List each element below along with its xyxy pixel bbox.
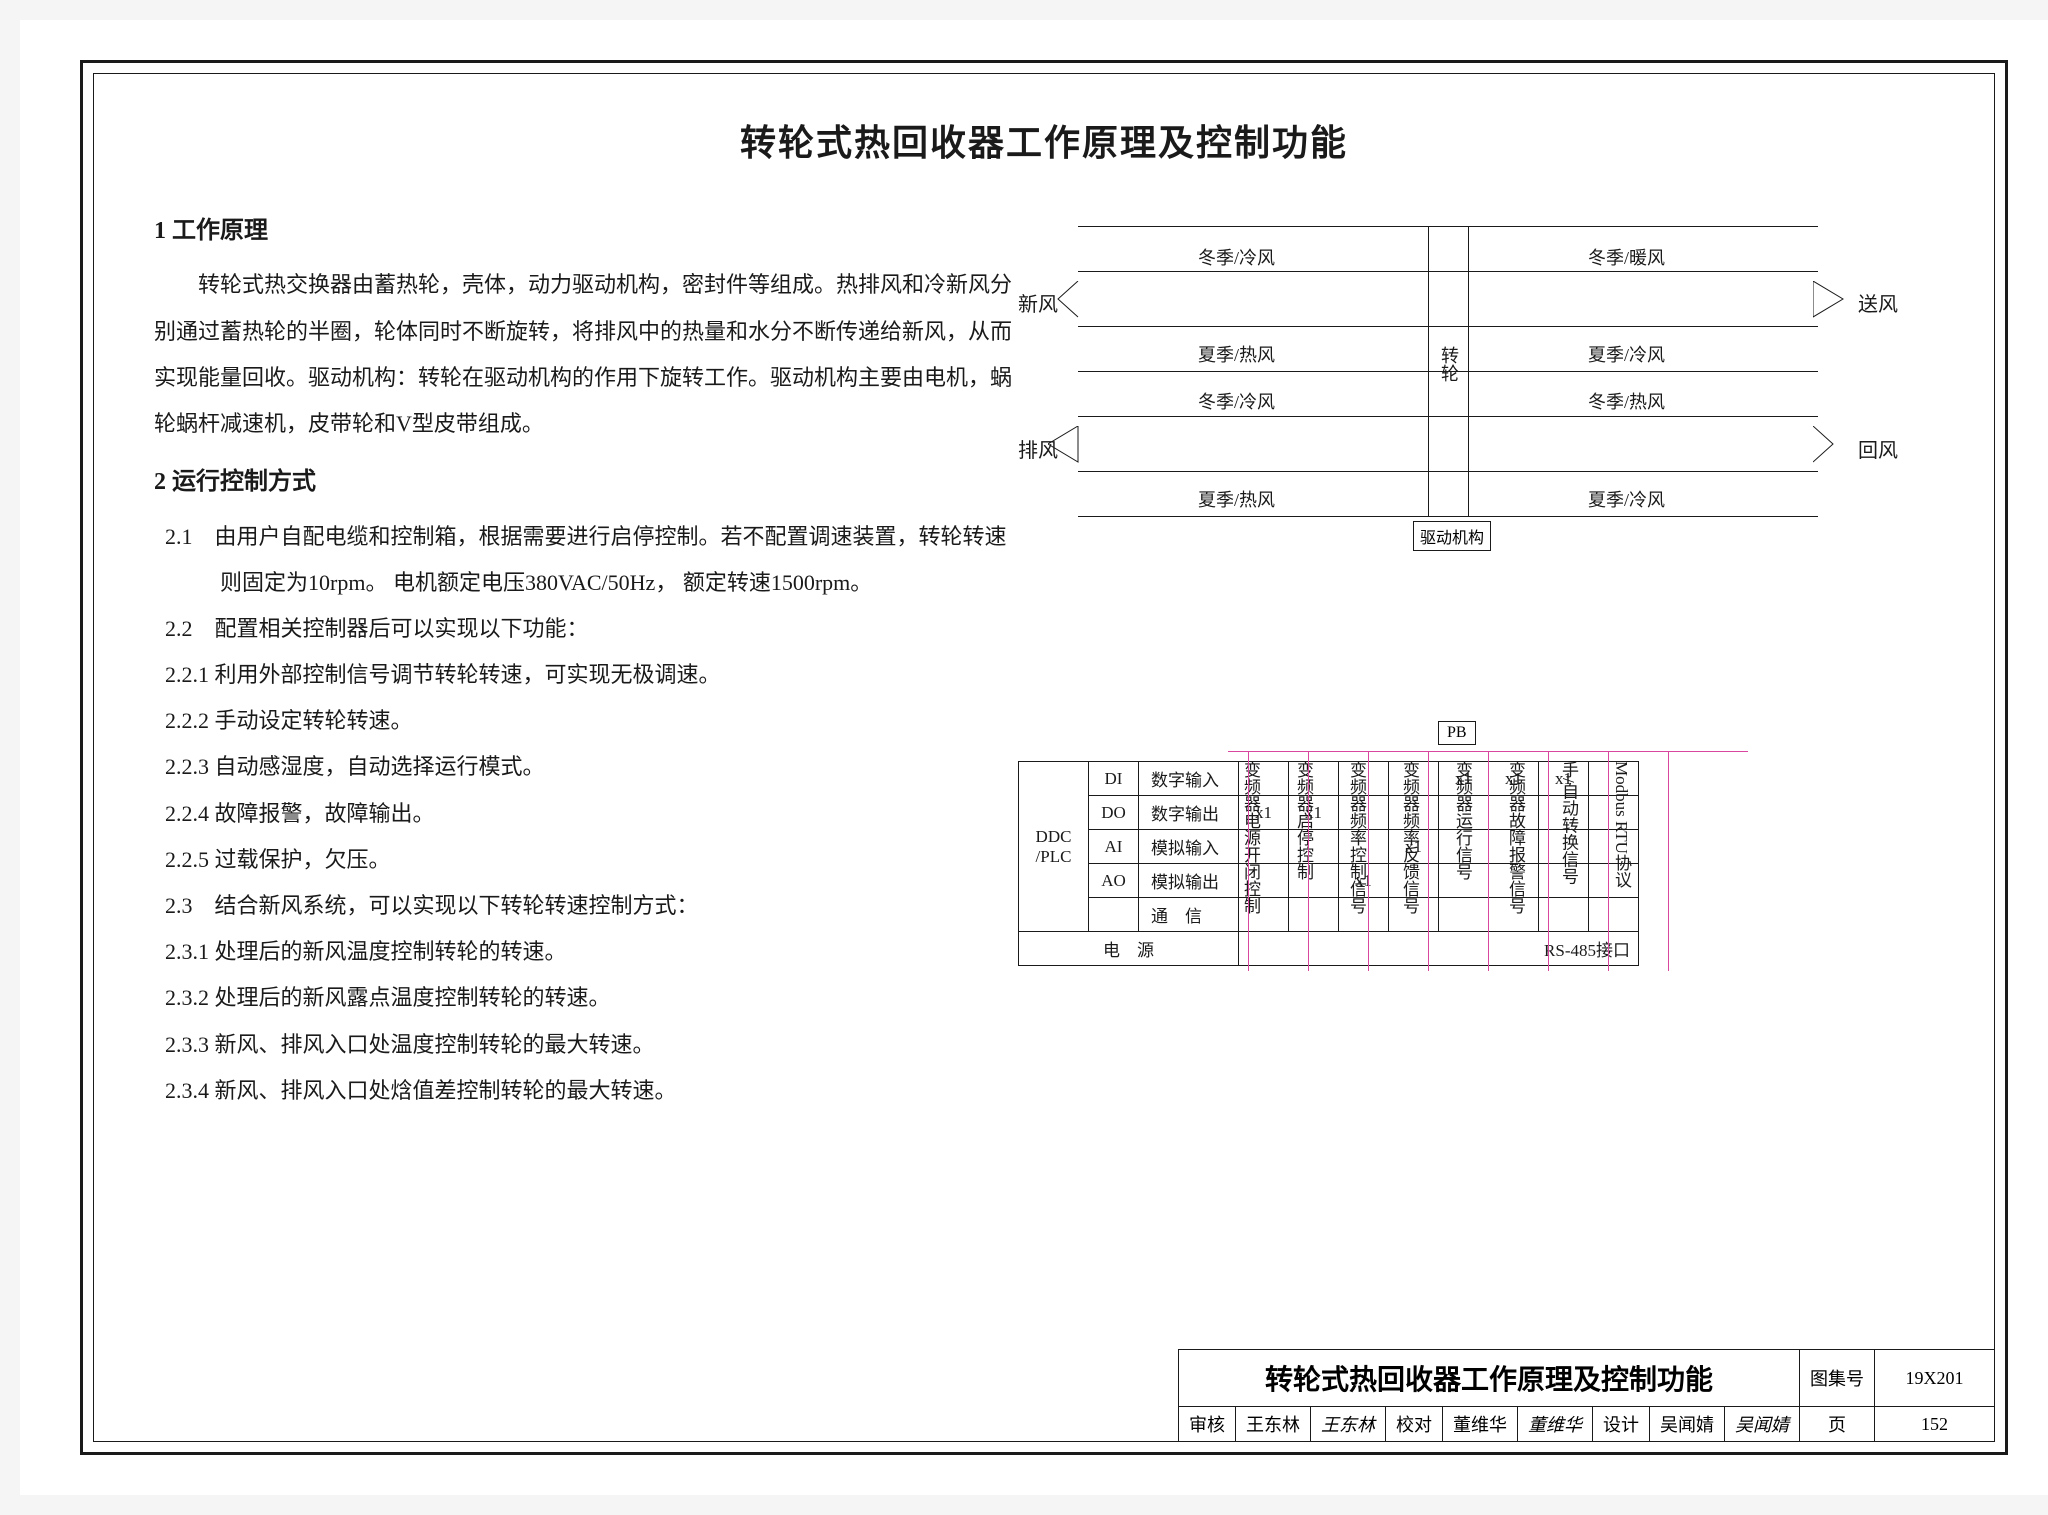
flow-line bbox=[1428, 226, 1429, 516]
signal-label: Modbus RTU协议 bbox=[1609, 761, 1634, 941]
tb-check_l: 校对 bbox=[1386, 1407, 1443, 1442]
signal-label: 变频器频率控制信号 bbox=[1344, 761, 1369, 941]
label-wheel: 转轮 bbox=[1436, 346, 1462, 382]
flow-t5: 冬季/冷风 bbox=[1198, 388, 1275, 414]
tb-audit: 王东林 bbox=[1236, 1407, 1311, 1442]
tb-tuji: 19X201 bbox=[1875, 1350, 1995, 1407]
signal-label: 手/自动转换信号 bbox=[1556, 761, 1581, 941]
label-paifeng: 排风 bbox=[1018, 434, 1058, 463]
io-name: 数字输出 bbox=[1139, 796, 1239, 830]
tb-audit_sig: 王东林 bbox=[1311, 1407, 1386, 1442]
signal-line bbox=[1548, 751, 1549, 971]
signal-label: 变频器故障报警信号 bbox=[1503, 761, 1528, 941]
tb-check: 董维华 bbox=[1443, 1407, 1518, 1442]
tb-page-l: 页 bbox=[1800, 1407, 1875, 1442]
item-2-3: 2.3 结合新风系统，可以实现以下转轮转速控制方式： bbox=[165, 883, 1018, 929]
tb-audit_l: 审核 bbox=[1179, 1407, 1236, 1442]
io-code: DI bbox=[1089, 762, 1139, 796]
io-name: 模拟输入 bbox=[1139, 830, 1239, 864]
signal-label: 变频器启停控制 bbox=[1291, 761, 1316, 941]
label-huifeng: 回风 bbox=[1858, 434, 1898, 463]
drive-box: 驱动机构 bbox=[1413, 521, 1491, 551]
signal-line bbox=[1488, 751, 1489, 971]
signal-line bbox=[1608, 751, 1609, 971]
signal-line bbox=[1668, 751, 1669, 971]
io-code: AO bbox=[1089, 864, 1139, 898]
section1-para: 转轮式热交换器由蓄热轮，壳体，动力驱动机构，密封件等组成。热排风和冷新风分别通过… bbox=[154, 262, 1018, 447]
label-songfeng: 送风 bbox=[1858, 288, 1898, 317]
item-2-2-3: 2.2.3 自动感湿度，自动选择运行模式。 bbox=[165, 744, 1018, 790]
io-code bbox=[1089, 898, 1139, 932]
flow-line bbox=[1078, 471, 1818, 472]
title-block: 转轮式热回收器工作原理及控制功能 图集号 19X201 审核王东林王东林校对董维… bbox=[1178, 1349, 1995, 1442]
page-title: 转轮式热回收器工作原理及控制功能 bbox=[94, 114, 1994, 166]
signal-label: 变频器运行信号 bbox=[1450, 761, 1475, 941]
flow-line bbox=[1468, 226, 1469, 516]
signal-line bbox=[1428, 751, 1429, 971]
item-2-3-4: 2.3.4 新风、排风入口处焓值差控制转轮的最大转速。 bbox=[165, 1068, 1018, 1114]
signal-diagram: PB 变频器电源开闭控制变频器启停控制变频器频率控制信号变频器频率反馈信号变频器… bbox=[1018, 761, 1954, 966]
tb-design_l: 设计 bbox=[1593, 1407, 1650, 1442]
signal-line bbox=[1368, 751, 1369, 971]
flow-line bbox=[1078, 226, 1818, 227]
io-name: 模拟输出 bbox=[1139, 864, 1239, 898]
io-code: AI bbox=[1089, 830, 1139, 864]
diagram-column: 新风 送风 排风 回风 转轮 冬季/冷风 冬季/暖风 夏季/热风 夏季/冷风 冬… bbox=[1018, 196, 1954, 1114]
signal-label: 变频器频率反馈信号 bbox=[1397, 761, 1422, 941]
io-power-label: 电 源 bbox=[1019, 932, 1239, 966]
item-2-2-1: 2.2.1 利用外部控制信号调节转轮转速，可实现无极调速。 bbox=[165, 652, 1018, 698]
item-2-3-2: 2.3.2 处理后的新风露点温度控制转轮的转速。 bbox=[165, 975, 1018, 1021]
item-2-1: 2.1 由用户自配电缆和控制箱，根据需要进行启停控制。若不配置调速装置，转轮转速… bbox=[165, 514, 1018, 606]
section2-heading: 2 运行控制方式 bbox=[154, 457, 1018, 507]
flow-t7: 夏季/热风 bbox=[1198, 486, 1275, 512]
outer-border: 转轮式热回收器工作原理及控制功能 1 工作原理 转轮式热交换器由蓄热轮，壳体，动… bbox=[80, 60, 2008, 1455]
io-name: 通 信 bbox=[1139, 898, 1239, 932]
tb-tuji-l: 图集号 bbox=[1800, 1350, 1875, 1407]
flow-t3: 夏季/热风 bbox=[1198, 341, 1275, 367]
section1-heading: 1 工作原理 bbox=[154, 206, 1018, 256]
arrow-right-icon bbox=[1813, 281, 1853, 321]
inner-border: 转轮式热回收器工作原理及控制功能 1 工作原理 转轮式热交换器由蓄热轮，壳体，动… bbox=[93, 73, 1995, 1442]
tb-design_sig: 吴闻婧 bbox=[1725, 1407, 1800, 1442]
flow-line bbox=[1078, 516, 1818, 517]
io-code: DO bbox=[1089, 796, 1139, 830]
flow-line bbox=[1078, 271, 1818, 272]
flow-t2: 冬季/暖风 bbox=[1588, 244, 1665, 270]
io-name: 数字输入 bbox=[1139, 762, 1239, 796]
flow-t1: 冬季/冷风 bbox=[1198, 244, 1275, 270]
item-2-2-5: 2.2.5 过载保护，欠压。 bbox=[165, 837, 1018, 883]
text-column: 1 工作原理 转轮式热交换器由蓄热轮，壳体，动力驱动机构，密封件等组成。热排风和… bbox=[154, 196, 1018, 1114]
flow-line bbox=[1078, 416, 1818, 417]
signal-line bbox=[1248, 751, 1249, 971]
label-xinfeng: 新风 bbox=[1018, 288, 1058, 317]
item-2-2-4: 2.2.4 故障报警，故障输出。 bbox=[165, 791, 1018, 837]
tb-page: 152 bbox=[1875, 1407, 1995, 1442]
signal-label: 变频器电源开闭控制 bbox=[1238, 761, 1263, 941]
page: 转轮式热回收器工作原理及控制功能 1 工作原理 转轮式热交换器由蓄热轮，壳体，动… bbox=[20, 20, 2048, 1495]
flow-t4: 夏季/冷风 bbox=[1588, 341, 1665, 367]
item-2-2-2: 2.2.2 手动设定转轮转速。 bbox=[165, 698, 1018, 744]
tb-design: 吴闻婧 bbox=[1650, 1407, 1725, 1442]
flow-t8: 夏季/冷风 bbox=[1588, 486, 1665, 512]
item-2-3-3: 2.3.3 新风、排风入口处温度控制转轮的最大转速。 bbox=[165, 1022, 1018, 1068]
item-2-3-1: 2.3.1 处理后的新风温度控制转轮的转速。 bbox=[165, 929, 1018, 975]
flow-t6: 冬季/热风 bbox=[1588, 388, 1665, 414]
signal-line bbox=[1308, 751, 1309, 971]
tb-main: 转轮式热回收器工作原理及控制功能 bbox=[1179, 1350, 1800, 1407]
io-group: DDC/PLC bbox=[1019, 762, 1089, 932]
item-2-2: 2.2 配置相关控制器后可以实现以下功能： bbox=[165, 606, 1018, 652]
pb-box: PB bbox=[1438, 721, 1476, 745]
arrow-notch-icon bbox=[1813, 426, 1853, 466]
signal-labels: 变频器电源开闭控制 变频器启停控制 变频器频率控制信号 变频器频率反馈信号 变频器运行信… bbox=[1238, 761, 1634, 941]
body: 1 工作原理 转轮式热交换器由蓄热轮，壳体，动力驱动机构，密封件等组成。热排风和… bbox=[94, 166, 1994, 1114]
tb-check_sig: 董维华 bbox=[1518, 1407, 1593, 1442]
flow-diagram: 新风 送风 排风 回风 转轮 冬季/冷风 冬季/暖风 夏季/热风 夏季/冷风 冬… bbox=[1018, 216, 1954, 566]
flow-line bbox=[1078, 326, 1818, 327]
